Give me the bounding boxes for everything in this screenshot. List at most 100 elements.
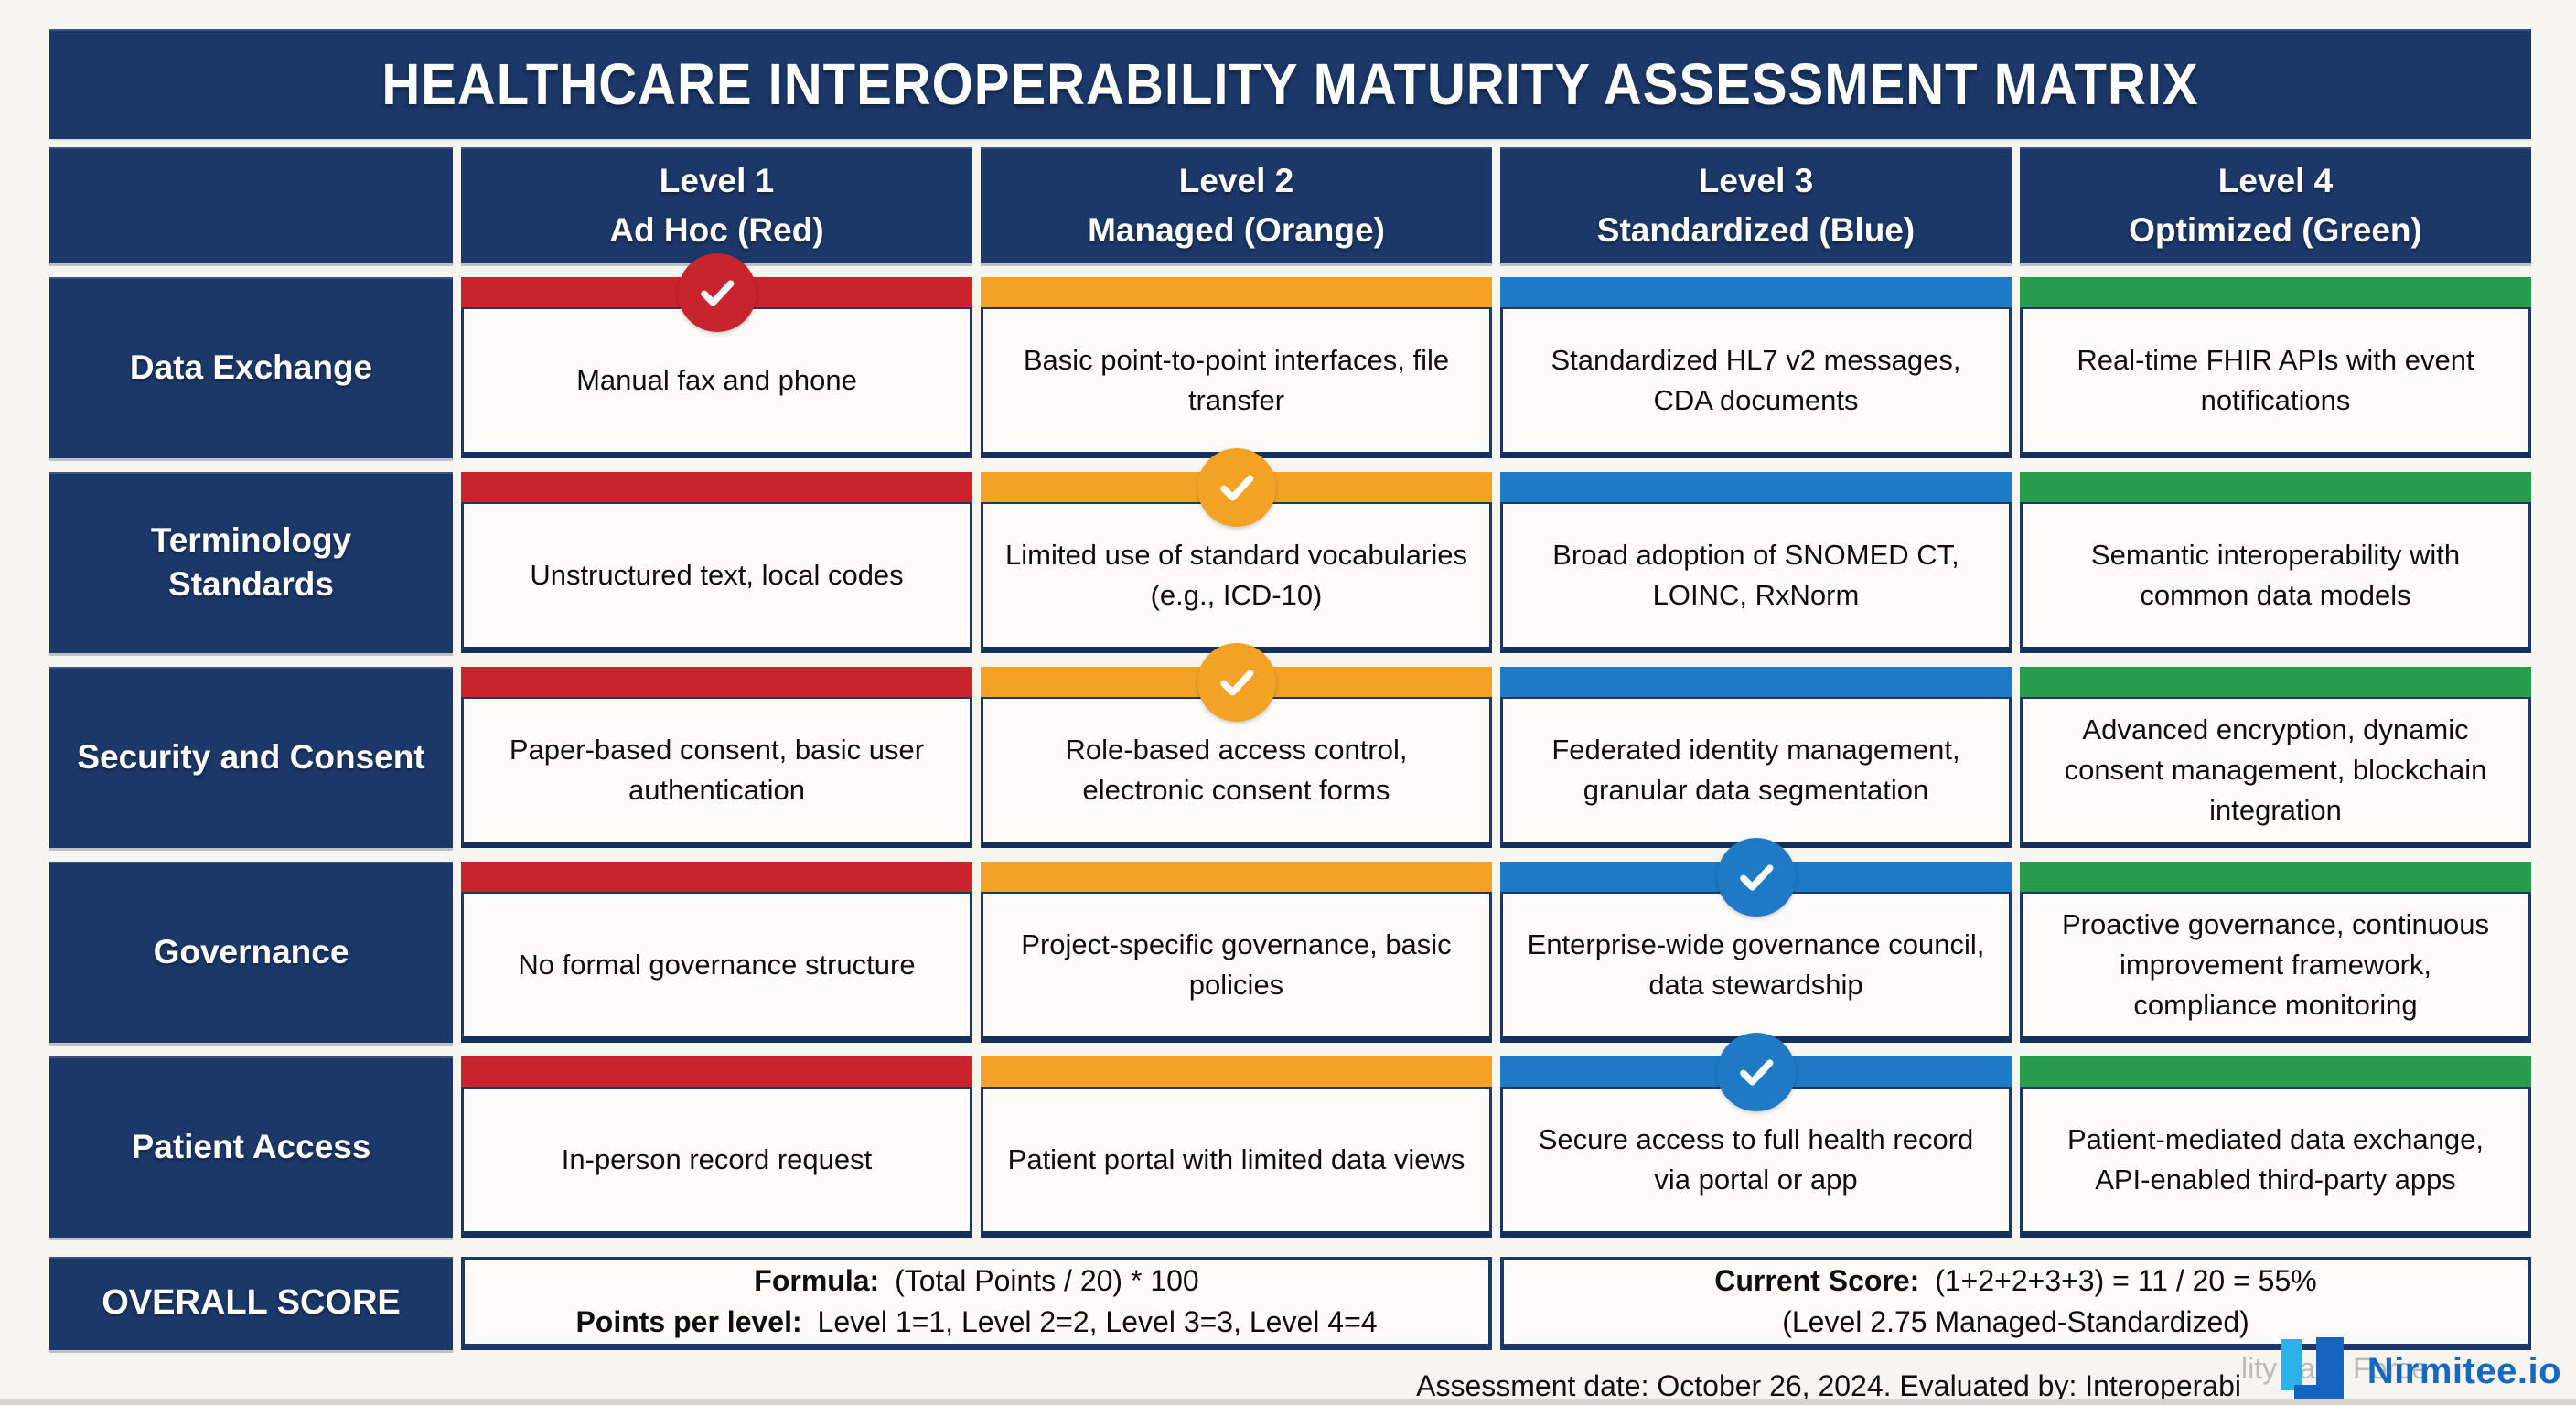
cell-text: No formal governance structure [518, 948, 916, 981]
maturity-matrix: HEALTHCARE INTEROPERABILITY MATURITY ASS… [49, 29, 2531, 1350]
cell-text: Proactive governance, continuous improve… [2061, 907, 2489, 1021]
row-header: Governance [49, 862, 453, 1043]
overall-score-header: OVERALL SCORE [49, 1257, 453, 1350]
level-color-bar [2020, 277, 2531, 307]
row-header: Patient Access [49, 1056, 453, 1238]
check-icon [1197, 643, 1276, 722]
level-color-bar [981, 1056, 1492, 1087]
level-color-bar [461, 862, 972, 892]
column-header-row: Level 1 Ad Hoc (Red) Level 2 Managed (Or… [49, 147, 2531, 263]
matrix-title-bar: HEALTHCARE INTEROPERABILITY MATURITY ASS… [49, 29, 2531, 139]
assessment-meta-text: Assessment date: October 26, 2024. Evalu… [1416, 1369, 2241, 1402]
points-line: Points per level: Level 1=1, Level 2=2, … [575, 1302, 1377, 1343]
matrix-cell: Enterprise-wide governance council, data… [1500, 838, 2012, 1043]
matrix-cell: Secure access to full health record via … [1500, 1033, 2012, 1238]
level-4-subtitle: Optimized (Green) [2129, 210, 2422, 249]
bottom-edge-strip [0, 1399, 2576, 1405]
cell-text: Role-based access control, electronic co… [1065, 733, 1408, 806]
matrix-cell: Limited use of standard vocabularies (e.… [981, 448, 1492, 653]
matrix-cell: Real-time FHIR APIs with event notificat… [2020, 277, 2531, 458]
overall-score-label: OVERALL SCORE [102, 1283, 401, 1323]
level-color-bar [2020, 472, 2531, 502]
cell-text: Secure access to full health record via … [1538, 1122, 1974, 1196]
level-color-bar [461, 472, 972, 502]
matrix-cell: Role-based access control, electronic co… [981, 643, 1492, 848]
matrix-row: Terminology Standards Unstructured text,… [49, 448, 2531, 653]
score-sub-line: (Level 2.75 Managed-Standardized) [1782, 1302, 2249, 1343]
matrix-row: Security and Consent Paper-based consent… [49, 643, 2531, 848]
level-color-bar [1500, 667, 2012, 697]
level-color-bar [981, 862, 1492, 892]
score-sub: (Level 2.75 Managed-Standardized) [1782, 1305, 2249, 1339]
formula-value: (Total Points / 20) * 100 [895, 1264, 1199, 1297]
cell-text: In-person record request [561, 1142, 873, 1175]
level-color-bar [2020, 1056, 2531, 1087]
score-line: Current Score: (1+2+2+3+3) = 11 / 20 = 5… [1714, 1260, 2316, 1302]
matrix-cell: Unstructured text, local codes [461, 472, 972, 653]
row-header: Data Exchange [49, 277, 453, 458]
level-color-bar [2020, 862, 2531, 892]
level-3-title: Level 3 [1698, 161, 1814, 199]
column-header-level-1: Level 1 Ad Hoc (Red) [461, 147, 972, 263]
matrix-cell: Standardized HL7 v2 messages, CDA docume… [1500, 277, 2012, 458]
cell-text: Patient portal with limited data views [1007, 1142, 1465, 1175]
level-color-bar [2020, 667, 2531, 697]
cell-text: Basic point-to-point interfaces, file tr… [1023, 343, 1450, 416]
row-label: Security and Consent [77, 737, 425, 776]
points-value: Level 1=1, Level 2=2, Level 3=3, Level 4… [817, 1305, 1378, 1339]
matrix-cell: Project-specific governance, basic polic… [981, 862, 1492, 1043]
level-color-bar [461, 1056, 972, 1087]
matrix-row: Patient Access In-person record request … [49, 1033, 2531, 1238]
watermark-area: lity Task Force Nirmitee.io [2241, 1337, 2561, 1405]
corner-cell [49, 147, 453, 263]
formula-cell: Formula: (Total Points / 20) * 100 Point… [461, 1257, 1492, 1350]
matrix-cell: Patient-mediated data exchange, API-enab… [2020, 1056, 2531, 1238]
watermark-brand: Nirmitee.io [2276, 1337, 2561, 1405]
cell-text: Broad adoption of SNOMED CT, LOINC, RxNo… [1552, 538, 1959, 611]
cell-text: Manual fax and phone [576, 363, 857, 396]
row-header: Security and Consent [49, 667, 453, 848]
level-1-subtitle: Ad Hoc (Red) [609, 210, 824, 249]
cell-text: Unstructured text, local codes [530, 558, 904, 591]
matrix-cell: Basic point-to-point interfaces, file tr… [981, 277, 1492, 458]
cell-text: Real-time FHIR APIs with event notificat… [2077, 343, 2474, 416]
row-label: Terminology Standards [150, 520, 352, 603]
matrix-cell: Manual fax and phone [461, 253, 972, 458]
level-color-bar [981, 277, 1492, 307]
level-1-title: Level 1 [659, 161, 775, 199]
matrix-cell: In-person record request [461, 1056, 972, 1238]
score-value: (1+2+2+3+3) = 11 / 20 = 55% [1935, 1264, 2317, 1297]
level-4-title: Level 4 [2217, 161, 2334, 199]
column-header-level-2: Level 2 Managed (Orange) [981, 147, 1492, 263]
check-icon [1197, 448, 1276, 527]
row-header: Terminology Standards [49, 472, 453, 653]
cell-text: Standardized HL7 v2 messages, CDA docume… [1551, 343, 1961, 416]
column-header-level-4: Level 4 Optimized (Green) [2020, 147, 2531, 263]
current-score-cell: Current Score: (1+2+2+3+3) = 11 / 20 = 5… [1500, 1257, 2531, 1350]
cell-text: Project-specific governance, basic polic… [1021, 928, 1452, 1001]
formula-label: Formula: [754, 1264, 880, 1297]
matrix-cell: Semantic interoperability with common da… [2020, 472, 2531, 653]
level-color-bar [1500, 277, 2012, 307]
cell-text: Advanced encryption, dynamic consent man… [2064, 713, 2487, 826]
cell-text: Federated identity management, granular … [1551, 733, 1960, 806]
row-label: Governance [153, 932, 349, 971]
level-2-subtitle: Managed (Orange) [1088, 210, 1385, 249]
formula-line: Formula: (Total Points / 20) * 100 [754, 1260, 1198, 1302]
column-header-level-3: Level 3 Standardized (Blue) [1500, 147, 2012, 263]
row-label: Data Exchange [129, 348, 373, 386]
matrix-cell: Proactive governance, continuous improve… [2020, 862, 2531, 1043]
cell-text: Paper-based consent, basic user authenti… [509, 733, 925, 806]
matrix-cell: Federated identity management, granular … [1500, 667, 2012, 848]
matrix-row: Governance No formal governance structur… [49, 838, 2531, 1043]
check-icon [677, 253, 757, 332]
overall-score-row: OVERALL SCORE Formula: (Total Points / 2… [49, 1257, 2531, 1350]
points-label: Points per level: [575, 1305, 802, 1339]
row-label: Patient Access [131, 1127, 371, 1165]
page-title: HEALTHCARE INTEROPERABILITY MATURITY ASS… [381, 51, 2199, 117]
cell-text: Semantic interoperability with common da… [2090, 538, 2461, 611]
matrix-cell: Paper-based consent, basic user authenti… [461, 667, 972, 848]
level-color-bar [1500, 472, 2012, 502]
check-icon [1716, 838, 1796, 917]
assessment-footer: Assessment date: October 26, 2024. Evalu… [1416, 1337, 2561, 1405]
